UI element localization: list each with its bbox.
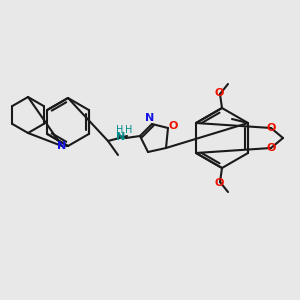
Text: H: H [116,125,124,135]
Text: N: N [146,113,154,123]
Text: O: O [266,143,276,153]
Text: N: N [57,141,67,151]
Text: O: O [168,121,178,131]
Text: N: N [116,132,126,142]
Text: H: H [125,125,133,135]
Text: O: O [266,123,276,133]
Text: O: O [214,88,224,98]
Text: O: O [214,178,224,188]
